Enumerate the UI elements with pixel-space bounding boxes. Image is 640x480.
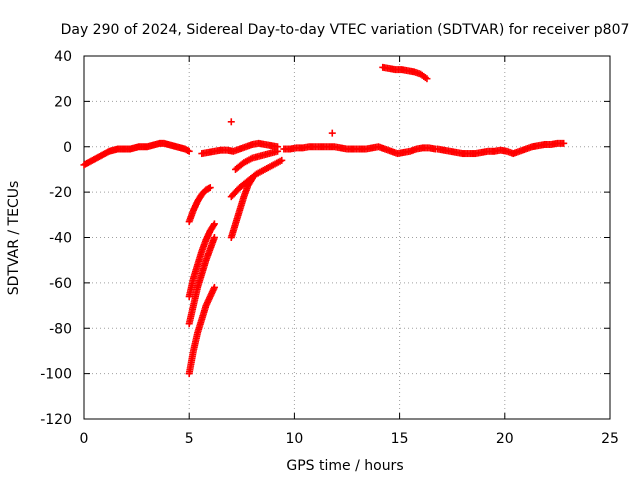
y-tick-label: -40 <box>49 231 72 247</box>
y-tick-label: -80 <box>49 321 72 337</box>
y-tick-label: -120 <box>40 412 72 428</box>
data-point <box>206 184 214 192</box>
data-point <box>210 221 218 229</box>
data-points <box>80 63 568 378</box>
y-axis: -120 -100 -80 -60 -40 -20 0 20 40 <box>40 49 610 428</box>
data-point <box>227 118 235 126</box>
y-tick-label: -20 <box>49 185 72 201</box>
x-tick-label: 20 <box>496 431 514 447</box>
y-axis-label: SDTVAR / TECUs <box>6 181 22 296</box>
y-tick-label: -100 <box>40 367 72 383</box>
y-tick-label: 20 <box>54 94 72 110</box>
data-point <box>185 147 193 155</box>
data-point <box>328 129 336 137</box>
grid <box>84 56 610 419</box>
data-point <box>274 147 282 155</box>
x-tick-label: 0 <box>80 431 89 447</box>
data-point <box>210 283 218 291</box>
x-axis: 0 5 10 15 20 25 <box>80 56 619 447</box>
chart-title: Day 290 of 2024, Sidereal Day-to-day VTE… <box>61 22 630 38</box>
data-point <box>278 156 286 164</box>
data-point <box>210 234 218 241</box>
x-tick-label: 25 <box>601 431 619 447</box>
x-tick-label: 15 <box>391 431 409 447</box>
plot-frame <box>83 55 611 420</box>
data-point <box>423 75 431 83</box>
y-tick-label: 0 <box>63 140 72 156</box>
x-axis-label: GPS time / hours <box>286 458 403 474</box>
data-point <box>210 220 218 228</box>
x-tick-label: 5 <box>185 431 194 447</box>
data-point <box>560 139 568 147</box>
x-tick-label: 10 <box>285 431 303 447</box>
y-tick-label: -60 <box>49 276 72 292</box>
y-tick-label: 40 <box>54 49 72 65</box>
